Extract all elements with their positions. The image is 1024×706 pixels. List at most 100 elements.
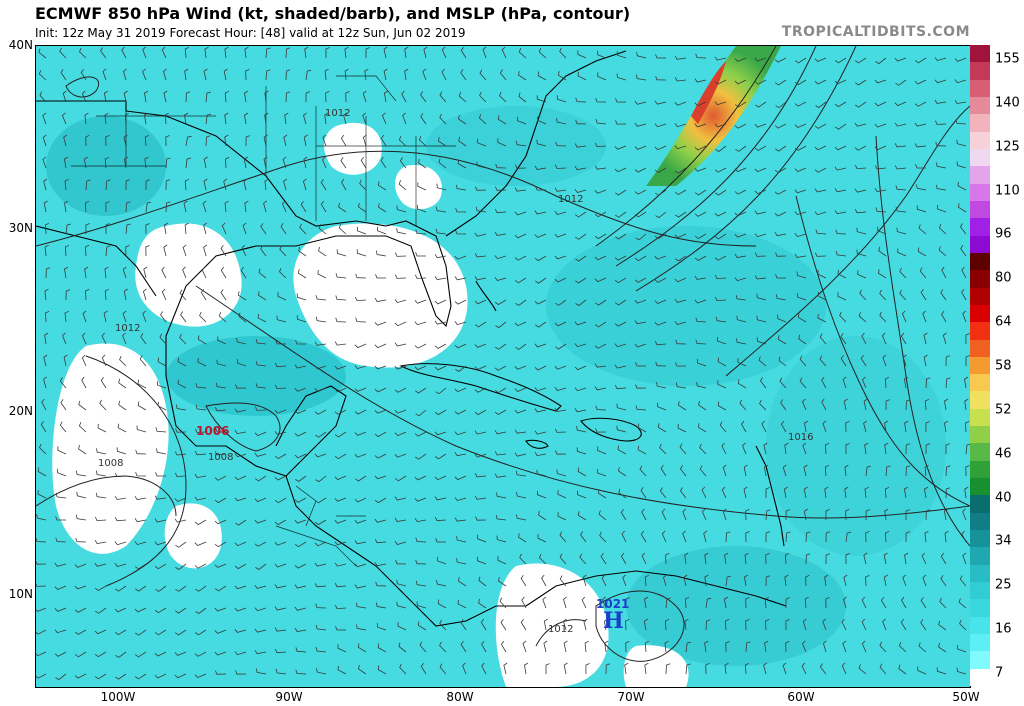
wind-barb	[694, 101, 707, 107]
wind-barb	[723, 596, 729, 609]
wind-barb	[39, 91, 47, 103]
wind-barb	[94, 539, 107, 545]
wind-barb	[835, 229, 847, 235]
wind-barb	[923, 332, 928, 345]
wind-barb	[478, 598, 487, 609]
wind-barb	[535, 321, 547, 328]
wind-barb	[294, 364, 307, 369]
wind-barb	[814, 79, 827, 85]
colorbar-cell	[970, 218, 990, 237]
wind-barb	[44, 332, 49, 345]
wind-barb	[821, 398, 827, 411]
wind-barb	[104, 112, 109, 125]
brand-watermark[interactable]: TROPICALTIDBITS.COM	[781, 24, 970, 40]
wind-barb	[745, 597, 750, 609]
wind-barb	[897, 248, 907, 257]
wind-barb	[203, 244, 208, 257]
wind-barb	[454, 431, 467, 436]
wind-barb	[835, 250, 847, 257]
wind-barb	[155, 427, 167, 433]
wind-barb	[274, 648, 287, 654]
wind-barb	[554, 233, 567, 238]
wind-barb	[457, 599, 467, 609]
wind-barb	[875, 57, 887, 65]
wind-barb	[103, 310, 108, 323]
wind-barb	[44, 288, 49, 301]
wind-barb	[885, 399, 891, 411]
wind-barb	[65, 289, 71, 301]
wind-barb	[439, 641, 447, 653]
wind-barb	[174, 451, 187, 456]
wind-barb	[705, 663, 710, 675]
wind-barb	[374, 297, 387, 302]
wind-barb	[545, 663, 550, 674]
wind-barb	[265, 69, 271, 81]
colorbar-cell	[970, 183, 990, 202]
wind-barb	[782, 662, 787, 675]
wind-barb	[454, 321, 467, 326]
wind-barb	[374, 475, 387, 480]
wind-barb	[605, 663, 611, 675]
wind-barb	[354, 343, 367, 349]
wind-barb	[142, 310, 147, 323]
wind-barb	[362, 90, 367, 103]
wind-barb	[574, 408, 587, 413]
colorbar-label: 64	[995, 314, 1012, 330]
colorbar-cell	[970, 668, 990, 687]
wind-barb	[63, 134, 68, 147]
wind-barb	[938, 246, 947, 257]
wind-barb	[945, 487, 951, 499]
wind-barb	[214, 629, 227, 634]
wind-barb	[398, 642, 407, 653]
colorbar-label: 155	[995, 51, 1020, 67]
wind-barb	[575, 255, 587, 262]
wind-barb	[503, 662, 508, 675]
wind-barb	[474, 473, 487, 478]
wind-barb	[554, 211, 567, 215]
wind-barb	[482, 46, 487, 59]
wind-barb	[59, 47, 67, 59]
wind-barb	[244, 200, 249, 213]
wind-barb	[925, 443, 931, 455]
wind-barb	[644, 662, 649, 675]
wind-barb	[362, 134, 367, 147]
wind-barb	[734, 123, 747, 129]
wind-barb	[734, 277, 747, 282]
wind-barb	[655, 54, 666, 59]
wind-barb	[665, 553, 670, 565]
wind-barb	[744, 552, 749, 565]
wind-barb	[135, 471, 147, 477]
wind-barb	[296, 293, 307, 301]
wind-barb	[377, 665, 387, 675]
wind-barb	[155, 585, 167, 592]
wind-barb	[514, 187, 527, 192]
wind-barb	[145, 179, 150, 191]
wind-barb	[458, 115, 467, 125]
colorbar-label: 40	[995, 490, 1012, 506]
wind-barb	[123, 156, 129, 169]
wind-barb	[303, 156, 308, 169]
wind-barb	[725, 575, 732, 587]
wind-barb	[274, 541, 287, 546]
wind-barb	[314, 409, 327, 415]
wind-barb	[962, 508, 967, 521]
wind-barb	[537, 534, 547, 543]
colorbar-cell	[970, 79, 990, 98]
wind-barb	[254, 650, 267, 655]
wind-barb	[721, 442, 727, 455]
wind-barb	[815, 101, 827, 109]
wind-barb	[817, 291, 827, 301]
wind-barb	[94, 673, 107, 680]
wind-barb	[680, 465, 687, 477]
wind-barb	[634, 343, 647, 348]
wind-barb	[894, 101, 907, 107]
wind-barb	[559, 553, 567, 565]
wind-barb	[61, 112, 67, 125]
wind-barb	[63, 354, 68, 367]
wind-barb	[43, 178, 48, 191]
wind-barb	[224, 46, 229, 59]
wind-barb	[475, 516, 487, 521]
wind-barb	[920, 288, 927, 301]
wind-barb	[245, 135, 251, 147]
wind-barb	[796, 293, 807, 301]
